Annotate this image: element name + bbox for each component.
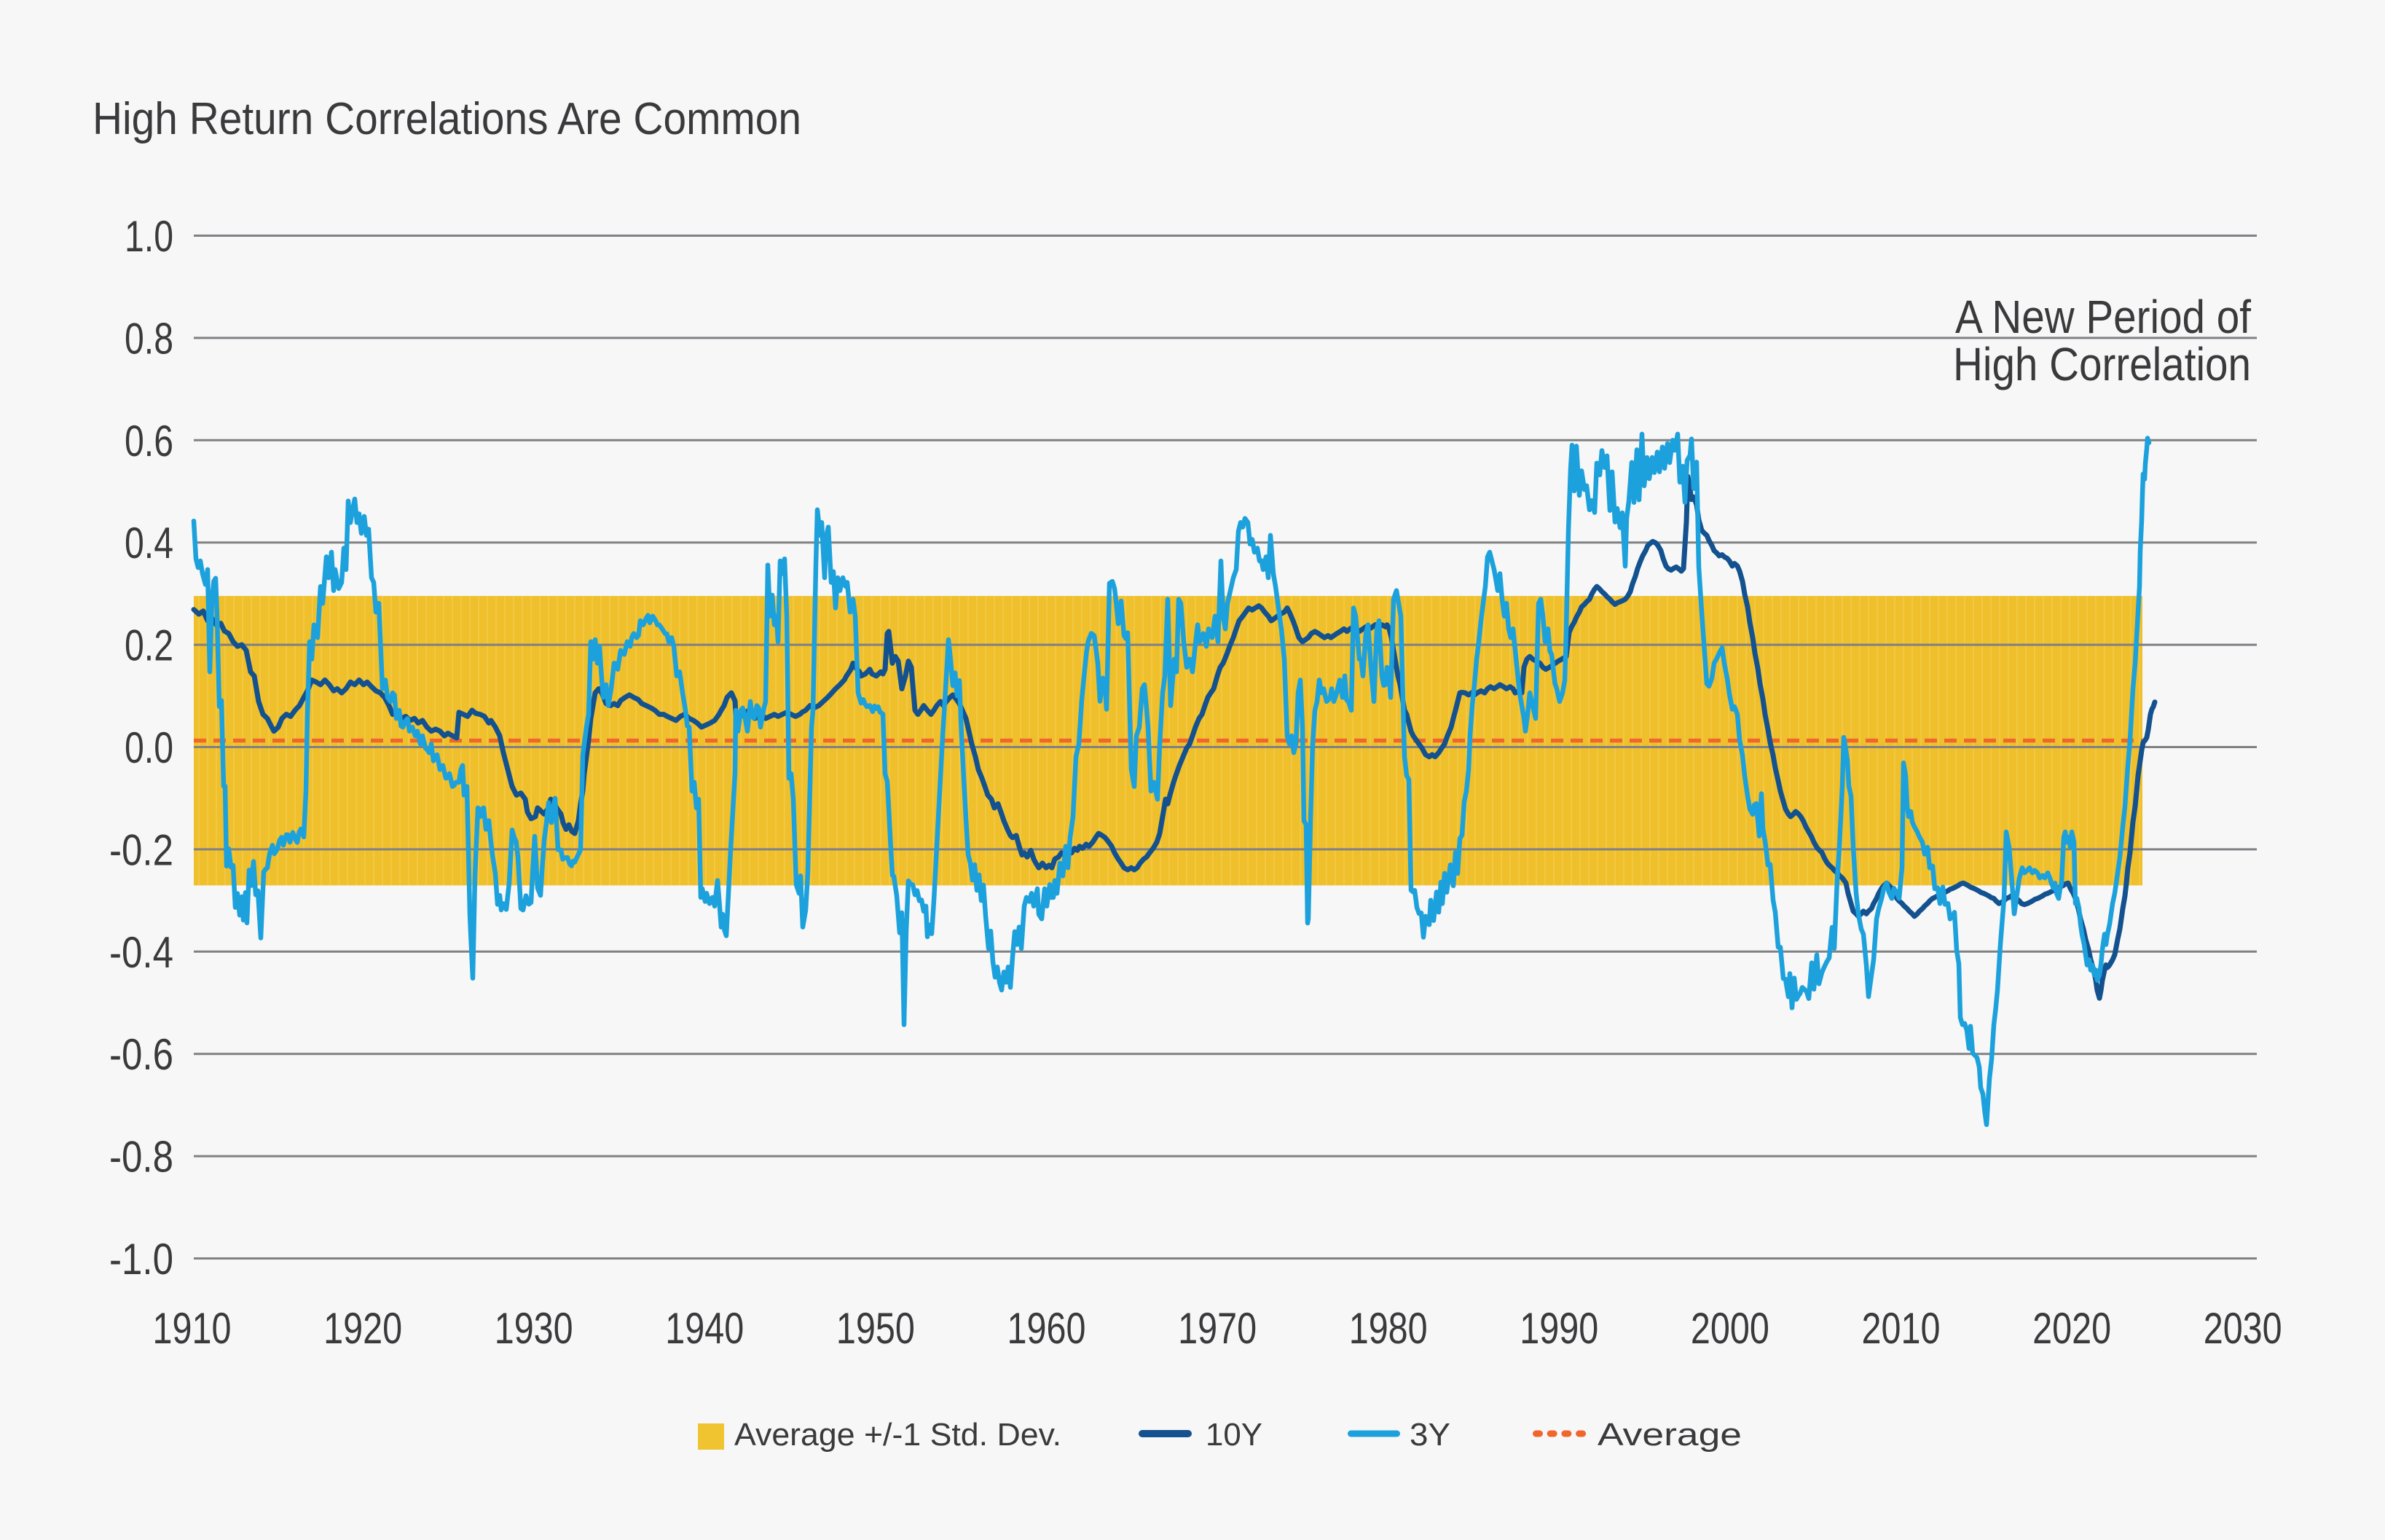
svg-text:A New Period of: A New Period of [1955,291,2251,343]
svg-text:2020: 2020 [2032,1304,2111,1353]
svg-text:High Return Correlations Are C: High Return Correlations Are Common [93,94,801,144]
svg-text:1.0: 1.0 [125,212,173,261]
svg-text:0.2: 0.2 [125,621,173,670]
svg-text:0.8: 0.8 [125,314,173,363]
svg-text:1940: 1940 [665,1304,744,1353]
svg-text:-1.0: -1.0 [109,1235,173,1284]
svg-text:1980: 1980 [1349,1304,1428,1353]
svg-text:Average: Average [1598,1417,1742,1453]
svg-text:-0.6: -0.6 [109,1030,173,1079]
svg-text:1990: 1990 [1520,1304,1598,1353]
svg-text:High Correlation: High Correlation [1953,338,2251,390]
svg-text:-0.8: -0.8 [109,1133,173,1182]
svg-text:1910: 1910 [153,1304,232,1353]
svg-text:-0.2: -0.2 [109,825,173,874]
svg-text:1930: 1930 [495,1304,573,1353]
svg-text:3Y: 3Y [1410,1417,1450,1453]
svg-text:1970: 1970 [1178,1304,1257,1353]
svg-text:2000: 2000 [1691,1304,1769,1353]
svg-text:0.0: 0.0 [125,723,173,772]
svg-text:2010: 2010 [1862,1304,1941,1353]
svg-text:Average +/-1 Std. Dev.: Average +/-1 Std. Dev. [734,1417,1061,1453]
svg-text:0.4: 0.4 [125,519,173,567]
svg-text:-0.4: -0.4 [109,928,173,977]
svg-text:1920: 1920 [323,1304,402,1353]
svg-text:1960: 1960 [1007,1304,1086,1353]
svg-text:0.6: 0.6 [125,417,173,465]
svg-text:2030: 2030 [2204,1304,2282,1353]
svg-text:1950: 1950 [836,1304,915,1353]
svg-text:10Y: 10Y [1206,1417,1262,1453]
